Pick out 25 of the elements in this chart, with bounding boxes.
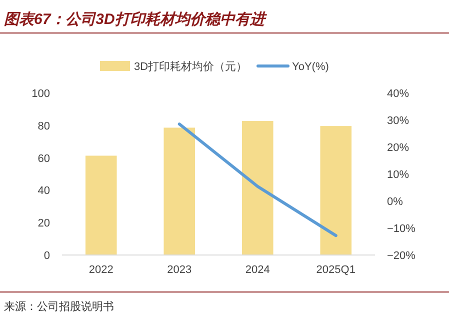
y-tick-label: 0	[44, 250, 50, 262]
y2-tick-label: 0%	[387, 196, 404, 208]
y2-tick-label: 40%	[387, 88, 410, 100]
x-tick-label: 2023	[167, 264, 192, 276]
chart-title: 图表67：公司3D打印耗材均价稳中有进	[4, 11, 268, 28]
y-tick-label: 80	[38, 120, 50, 132]
source-note: 来源：公司招股说明书	[4, 300, 114, 313]
y2-tick-label: 20%	[387, 142, 410, 154]
bar	[242, 121, 274, 255]
y-tick-label: 100	[32, 88, 50, 100]
y2-tick-label: −10%	[387, 223, 416, 235]
x-tick-label: 2024	[245, 264, 270, 276]
y-tick-label: 60	[38, 152, 50, 165]
bar	[164, 128, 196, 255]
x-tick-label: 2022	[88, 264, 114, 276]
y-tick-label: 20	[38, 218, 50, 230]
y-tick-label: 40	[38, 185, 50, 198]
y2-tick-label: 30%	[387, 115, 410, 127]
y2-tick-label: 10%	[387, 169, 410, 181]
y2-tick-label: −20%	[387, 250, 416, 262]
bar	[85, 156, 117, 255]
legend-label: YoY(%)	[292, 61, 329, 73]
x-tick-label: 2025Q1	[316, 264, 356, 276]
legend-label: 3D打印耗材均价（元）	[134, 60, 248, 73]
bar	[320, 126, 352, 255]
